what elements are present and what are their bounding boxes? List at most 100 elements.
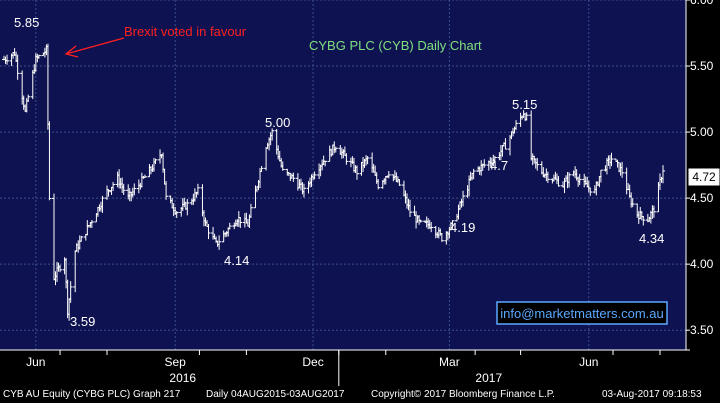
brexit-arrow	[65, 37, 125, 55]
ohlc-bar	[641, 216, 646, 226]
ohlc-bar	[333, 146, 338, 153]
ohlc-bar	[142, 174, 147, 179]
ohlc-bar	[450, 220, 455, 229]
annotation-4-34: 4.34	[639, 231, 664, 246]
x-year-label: 2017	[475, 371, 502, 385]
last-price-badge: 4.72	[687, 167, 720, 187]
footer-copyright: Copyright© 2017 Bloomberg Finance L.P.	[371, 389, 555, 400]
ohlc-bar	[376, 178, 381, 190]
ohlc-bar	[461, 190, 466, 207]
x-tick-label: Jun	[579, 355, 598, 369]
ohlc-bar	[323, 160, 328, 167]
ohlc-bar	[195, 183, 200, 195]
ohlc-bar	[291, 172, 296, 182]
ohlc-bar	[36, 54, 41, 59]
ohlc-bar	[132, 183, 137, 196]
annotation-5-15: 5.15	[512, 97, 537, 112]
ohlc-bar	[79, 235, 84, 242]
ohlc-bar	[482, 159, 487, 168]
ohlc-bar	[227, 222, 232, 230]
chart-title: CYBG PLC (CYB) Daily Chart	[309, 38, 482, 53]
ohlc-bar	[514, 120, 519, 130]
ohlc-bar	[217, 235, 222, 250]
ohlc-bar	[535, 158, 540, 171]
ohlc-bar	[344, 153, 349, 165]
ohlc-bar	[471, 168, 476, 180]
ohlc-bar	[47, 121, 52, 201]
annotation-3-59: 3.59	[70, 314, 95, 329]
y-tick-label: 5.50	[690, 59, 714, 73]
ohlc-bar	[556, 176, 561, 187]
ohlc-bar	[121, 183, 126, 195]
ohlc-bar	[408, 199, 413, 217]
ohlc-bar	[661, 165, 665, 184]
y-tick-label: 3.50	[690, 323, 714, 337]
price-chart: 3.504.004.505.005.506.00 Jun Sep Dec Mar Jun…	[0, 0, 720, 386]
brexit-annotation: Brexit voted in favour	[124, 24, 247, 39]
ohlc-bar	[89, 219, 94, 228]
ohlc-bar	[588, 187, 593, 196]
y-tick-label: 4.00	[690, 257, 714, 271]
ohlc-bar	[609, 152, 614, 167]
y-tick-label: 5.00	[690, 125, 714, 139]
annotation-4-14: 4.14	[224, 253, 249, 268]
ohlc-bar	[68, 281, 73, 303]
footer-security: CYB AU Equity (CYBG PLC) Graph 217	[3, 389, 181, 400]
ohlc-bar	[577, 174, 582, 185]
footer-timestamp: 03-Aug-2017 09:18:53	[602, 389, 702, 400]
y-tick-label: 4.50	[690, 191, 714, 205]
ohlc-bar	[111, 181, 116, 191]
ohlc-bar	[238, 217, 243, 229]
ohlc-bar	[598, 169, 603, 183]
ohlc-bar	[100, 195, 105, 213]
x-axis: Jun Sep Dec Mar Jun 2016 2017	[0, 349, 690, 386]
annotation-5-85: 5.85	[14, 15, 39, 30]
ohlc-bar	[15, 54, 20, 80]
x-tick-label: Sep	[165, 355, 187, 369]
footer-range: Daily 04AUG2015-03AUG2017	[206, 389, 345, 400]
footer-bar: CYB AU Equity (CYBG PLC) Graph 217 Daily…	[0, 386, 720, 403]
ohlc-bar	[492, 155, 497, 164]
x-tick-label: Dec	[302, 355, 323, 369]
ohlc-bar	[386, 171, 391, 179]
ohlc-bar	[418, 219, 423, 223]
watermark-box: info@marketmatters.com.au	[496, 301, 668, 325]
ohlc-bars	[2, 43, 665, 321]
ohlc-bar	[397, 179, 402, 186]
annotation-4-7: 4.7	[490, 158, 508, 173]
ohlc-bar	[259, 166, 264, 172]
x-tick-label: Jun	[26, 355, 45, 369]
ohlc-bar	[270, 128, 275, 141]
ohlc-bar	[280, 161, 285, 171]
brexit-arrowhead	[64, 45, 79, 58]
ohlc-bar	[312, 171, 317, 180]
last-price-label: 4.72	[692, 170, 716, 184]
ohlc-bar	[630, 198, 635, 208]
ohlc-bar	[439, 232, 444, 242]
ohlc-bar	[354, 165, 359, 180]
ohlc-bar	[301, 183, 306, 198]
annotation-4-19: 4.19	[450, 220, 475, 235]
y-axis: 3.50 4.00 4.50 5.00 5.50 6.00	[685, 0, 714, 350]
ohlc-bar	[58, 264, 63, 273]
ohlc-bar	[503, 138, 508, 150]
x-year-label: 2016	[169, 371, 196, 385]
ohlc-bar	[164, 181, 169, 200]
ohlc-bar	[206, 223, 211, 240]
ohlc-bar	[524, 112, 529, 121]
annotation-5-00: 5.00	[265, 115, 290, 130]
ohlc-bar	[185, 199, 190, 216]
ohlc-bar	[5, 54, 10, 65]
ohlc-bar	[545, 171, 550, 183]
x-tick-label: Mar	[439, 355, 460, 369]
ohlc-bar	[174, 211, 179, 219]
ohlc-bar	[365, 156, 370, 165]
ohlc-bar	[26, 94, 31, 102]
ohlc-bar	[651, 205, 656, 218]
y-tick-label: 6.00	[690, 0, 714, 7]
ohlc-bar	[153, 158, 158, 165]
ohlc-bar	[620, 161, 625, 178]
watermark-text: info@marketmatters.com.au	[500, 306, 663, 321]
ohlc-bar	[567, 172, 572, 188]
ohlc-bar	[248, 203, 253, 218]
